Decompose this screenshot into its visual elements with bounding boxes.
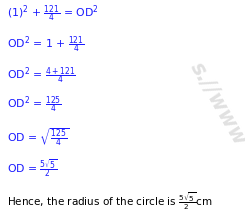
Text: Hence, the radius of the circle is $\frac{5\sqrt{5}}{2}$cm: Hence, the radius of the circle is $\fra…: [7, 190, 213, 212]
Text: OD$^2$ = 1 + $\frac{121}{4}$: OD$^2$ = 1 + $\frac{121}{4}$: [7, 34, 85, 56]
Text: (1)$^2$ + $\frac{121}{4}$ = OD$^2$: (1)$^2$ + $\frac{121}{4}$ = OD$^2$: [7, 3, 99, 25]
Text: OD$^2$ = $\frac{125}{4}$: OD$^2$ = $\frac{125}{4}$: [7, 95, 62, 116]
Text: OD$^2$ = $\frac{4 +121}{4}$: OD$^2$ = $\frac{4 +121}{4}$: [7, 66, 76, 87]
Text: s.//www: s.//www: [186, 58, 245, 149]
Text: OD = $\sqrt{\frac{125}{4}}$: OD = $\sqrt{\frac{125}{4}}$: [7, 126, 70, 147]
Text: OD = $\frac{5\sqrt{5}}{2}$: OD = $\frac{5\sqrt{5}}{2}$: [7, 157, 58, 179]
